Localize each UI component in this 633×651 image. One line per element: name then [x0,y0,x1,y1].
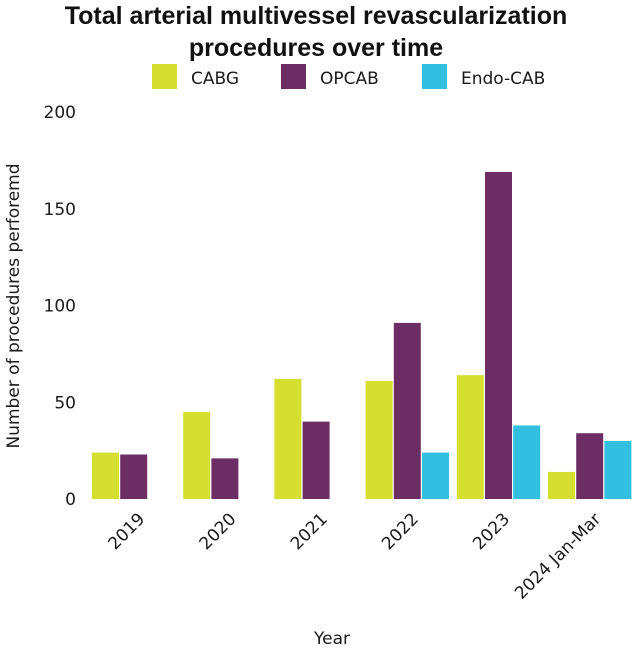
bar-endo-cab-2024-jan-mar [604,440,632,499]
bar-opcab-2019 [120,454,148,499]
bar-endo-cab-2022 [422,452,449,499]
x-tick-label: 2023 [469,509,514,554]
bar-opcab-2023 [485,171,512,500]
bar-endo-cab-2023 [513,425,541,499]
legend-label-cabg: CABG [191,69,239,89]
legend-label-opcab: OPCAB [320,69,379,89]
x-tick-label: 2024 Jan-Mar [511,509,605,603]
legend: CABG OPCAB Endo-CAB [152,64,545,89]
y-tick-label: 150 [44,200,76,220]
bar-cabg-2020 [183,411,211,499]
legend-swatch-endo-cab [422,64,447,89]
x-tick-label: 2020 [196,509,241,554]
x-axis-label: Year [313,629,350,649]
x-tick-label: 2022 [378,509,423,554]
y-tick-label: 0 [65,490,76,510]
legend-swatch-cabg [152,64,177,89]
y-axis-label: Number of procedures perforemd [4,163,24,448]
bar-cabg-2019 [92,452,119,499]
bar-cabg-2022 [365,380,393,499]
legend-label-endo-cab: Endo-CAB [461,69,545,89]
bars [92,171,632,500]
legend-swatch-opcab [281,64,306,89]
x-tick-label: 2021 [287,509,332,554]
bar-opcab-2022 [393,322,421,499]
y-tick-label: 50 [54,393,76,413]
y-tick-label: 100 [44,297,76,317]
bar-opcab-2021 [302,421,330,499]
bar-cabg-2024-jan-mar [548,471,575,499]
y-tick-label: 200 [44,103,76,123]
chart-title-line-2: procedures over time [189,34,443,62]
bar-opcab-2020 [211,458,239,499]
chart-title-line-1: Total arterial multivessel revasculariza… [65,2,568,30]
y-axis-ticks: 0 50 100 150 200 [44,103,76,510]
bar-cabg-2023 [456,375,484,499]
x-tick-label: 2019 [104,509,149,554]
bar-opcab-2024-jan-mar [576,433,604,499]
bar-cabg-2021 [274,379,302,499]
